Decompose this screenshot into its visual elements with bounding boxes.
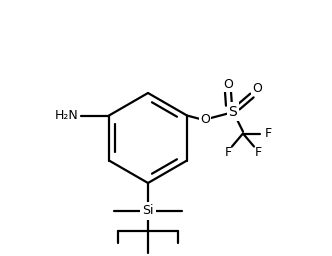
Text: H₂N: H₂N	[54, 109, 78, 122]
Text: F: F	[254, 146, 262, 159]
Text: O: O	[223, 78, 233, 91]
Text: F: F	[265, 127, 272, 140]
Text: O: O	[200, 113, 210, 126]
Text: Si: Si	[142, 205, 154, 218]
Text: F: F	[224, 146, 231, 159]
Text: S: S	[229, 104, 237, 119]
Text: O: O	[252, 82, 262, 95]
